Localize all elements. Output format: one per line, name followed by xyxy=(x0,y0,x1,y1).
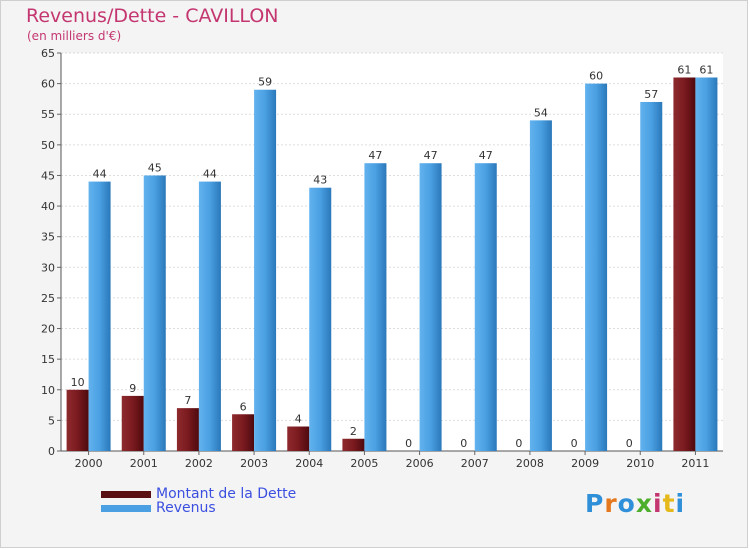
legend-swatch-dette xyxy=(101,491,151,498)
data-label-revenus: 61 xyxy=(699,63,713,76)
logo-letter: x xyxy=(635,489,653,518)
x-tick-label: 2008 xyxy=(516,457,544,470)
y-tick-label: 10 xyxy=(41,384,55,397)
data-label-revenus: 60 xyxy=(589,70,603,83)
y-tick-label: 60 xyxy=(41,78,55,91)
logo-letter: i xyxy=(653,489,663,518)
bar-revenus xyxy=(640,101,663,451)
x-tick-label: 2000 xyxy=(75,457,103,470)
x-tick-label: 2002 xyxy=(185,457,213,470)
data-label-dette: 0 xyxy=(626,437,633,450)
data-label-dette: 61 xyxy=(677,63,691,76)
logo-letter: r xyxy=(604,489,618,518)
y-tick-label: 65 xyxy=(41,47,55,60)
x-tick-label: 2011 xyxy=(681,457,709,470)
x-tick-label: 2010 xyxy=(626,457,654,470)
y-tick-label: 50 xyxy=(41,139,55,152)
bar-dette xyxy=(176,408,199,451)
data-label-dette: 4 xyxy=(295,413,302,426)
proxiti-logo: Proxiti xyxy=(585,489,685,518)
plot-area xyxy=(61,53,723,451)
logo-letter: i xyxy=(675,489,686,518)
bar-revenus xyxy=(419,163,442,451)
bar-dette xyxy=(66,389,89,451)
bar-revenus xyxy=(143,175,166,451)
chart-subtitle: (en milliers d'€) xyxy=(27,29,122,43)
data-label-dette: 0 xyxy=(515,437,522,450)
bar-revenus xyxy=(585,83,608,451)
y-tick-label: 35 xyxy=(41,231,55,244)
data-label-dette: 2 xyxy=(350,425,357,438)
x-tick-label: 2006 xyxy=(406,457,434,470)
x-tick-label: 2009 xyxy=(571,457,599,470)
bar-revenus xyxy=(309,187,332,451)
bar-dette xyxy=(121,395,144,451)
data-label-dette: 10 xyxy=(71,376,85,389)
data-label-revenus: 57 xyxy=(644,88,658,101)
data-label-revenus: 47 xyxy=(479,149,493,162)
bar-dette xyxy=(232,414,255,451)
data-label-revenus: 44 xyxy=(93,168,107,181)
bar-dette xyxy=(287,426,310,451)
logo-letter: o xyxy=(617,489,636,518)
legend-label-dette: Montant de la Dette xyxy=(156,486,297,502)
bar-revenus xyxy=(474,163,497,451)
data-label-revenus: 54 xyxy=(534,106,548,119)
bar-revenus xyxy=(364,163,387,451)
x-tick-label: 2001 xyxy=(130,457,158,470)
legend-swatch-revenus xyxy=(101,505,151,512)
data-label-dette: 0 xyxy=(460,437,467,450)
bar-revenus xyxy=(254,89,277,451)
x-tick-label: 2003 xyxy=(240,457,268,470)
y-tick-label: 15 xyxy=(41,353,55,366)
bar-dette xyxy=(342,438,365,451)
y-tick-label: 55 xyxy=(41,108,55,121)
x-tick-label: 2007 xyxy=(461,457,489,470)
y-tick-label: 25 xyxy=(41,292,55,305)
data-label-dette: 0 xyxy=(405,437,412,450)
data-label-dette: 7 xyxy=(184,394,191,407)
data-label-revenus: 45 xyxy=(148,161,162,174)
data-label-dette: 0 xyxy=(571,437,578,450)
data-label-revenus: 43 xyxy=(313,174,327,187)
bar-dette xyxy=(673,77,696,451)
data-label-dette: 9 xyxy=(129,382,136,395)
data-label-revenus: 47 xyxy=(424,149,438,162)
data-label-revenus: 47 xyxy=(368,149,382,162)
y-tick-label: 20 xyxy=(41,323,55,336)
y-tick-label: 0 xyxy=(48,445,55,458)
legend-label-revenus: Revenus xyxy=(156,500,216,516)
data-label-revenus: 59 xyxy=(258,76,272,89)
data-label-dette: 6 xyxy=(240,400,247,413)
x-tick-label: 2005 xyxy=(350,457,378,470)
chart-title: Revenus/Dette - CAVILLON xyxy=(26,5,279,27)
y-tick-label: 45 xyxy=(41,169,55,182)
bar-revenus xyxy=(198,181,221,452)
bar-revenus xyxy=(88,181,111,452)
x-tick-label: 2004 xyxy=(295,457,323,470)
bar-revenus xyxy=(529,120,552,451)
data-label-revenus: 44 xyxy=(203,168,217,181)
logo-letter: t xyxy=(662,489,676,518)
y-tick-label: 5 xyxy=(48,414,55,427)
y-tick-label: 30 xyxy=(41,261,55,274)
logo-letter: P xyxy=(585,489,605,518)
bar-revenus xyxy=(695,77,718,451)
y-tick-label: 40 xyxy=(41,200,55,213)
